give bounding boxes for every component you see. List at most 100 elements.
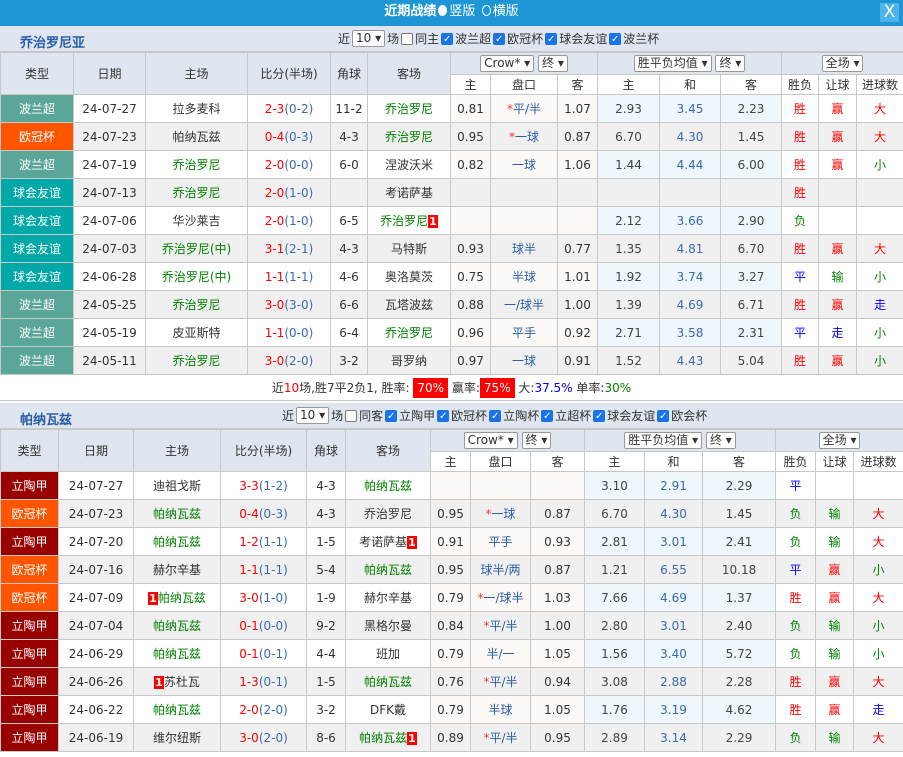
scope-select[interactable]: 全场 ▾ [821, 54, 864, 72]
competition-checkbox[interactable]: ✓ [541, 409, 554, 422]
home-team[interactable]: 乔治罗尼 [145, 150, 248, 179]
match-count-select[interactable]: 10 ▾ [352, 30, 386, 47]
home-team[interactable]: 皮亚斯特 [145, 318, 248, 347]
view-horizontal-label[interactable]: 横版 [492, 4, 519, 19]
home-team[interactable]: 帕纳瓦兹 [133, 695, 221, 724]
away-team[interactable]: 瓦塔波兹 [367, 290, 451, 319]
table-row[interactable]: 立陶甲 24-06-19 维尔纽斯 3-0(2-0) 8-6 帕纳瓦兹1 0.89 *平/半 0… [0, 723, 903, 752]
score[interactable]: 3-3(1-2) [220, 471, 307, 500]
odds-company-select[interactable]: Crow* ▾ [480, 54, 535, 72]
competition-checkbox[interactable]: ✓ [609, 32, 622, 45]
table-row[interactable]: 欧冠杯 24-07-23 帕纳瓦兹 0-4(0-3) 4-3 乔治罗尼 0.95 *一球 0.8… [0, 499, 903, 528]
away-team[interactable]: 考诺萨基1 [345, 527, 431, 556]
competition-checkbox[interactable]: ✓ [441, 32, 454, 45]
away-team[interactable]: 乔治罗尼 [367, 318, 451, 347]
competition-type[interactable]: 波兰超 [0, 150, 74, 179]
table-row[interactable]: 波兰超 24-07-27 拉多麦科 2-3(0-2) 11-2 乔治罗尼 0.81 *平/半 1… [0, 94, 903, 123]
table-row[interactable]: 波兰超 24-07-19 乔治罗尼 2-0(0-0) 6-0 涅波沃米 0.82 一球 1.06… [0, 150, 903, 179]
away-team[interactable]: 乔治罗尼 [367, 94, 451, 123]
match-count-select[interactable]: 10 ▾ [296, 407, 330, 424]
view-vertical-label[interactable]: 竖版 [449, 4, 476, 19]
away-team[interactable]: 帕纳瓦兹1 [345, 723, 431, 752]
competition-type[interactable]: 欧冠杯 [0, 499, 59, 528]
home-team[interactable]: 帕纳瓦兹 [133, 639, 221, 668]
competition-checkbox[interactable]: ✓ [385, 409, 398, 422]
score[interactable]: 3-1(2-1) [247, 234, 331, 263]
score[interactable]: 0-1(0-1) [220, 639, 307, 668]
competition-checkbox[interactable]: ✓ [437, 409, 450, 422]
radio-horizontal[interactable] [481, 5, 491, 16]
competition-type[interactable]: 波兰超 [0, 290, 74, 319]
score[interactable]: 2-3(0-2) [247, 94, 331, 123]
away-team[interactable]: 哥罗纳 [367, 346, 451, 375]
competition-type[interactable]: 欧冠杯 [0, 122, 74, 151]
score[interactable]: 1-1(0-0) [247, 318, 331, 347]
table-row[interactable]: 球会友谊 24-06-28 乔治罗尼(中) 1-1(1-1) 4-6 奥洛莫茨 0.75 半球… [0, 262, 903, 291]
home-team[interactable]: 1苏杜瓦 [133, 667, 221, 696]
avg-stage-select[interactable]: 终 ▾ [705, 431, 736, 449]
table-row[interactable]: 球会友谊 24-07-13 乔治罗尼 2-0(1-0) 考诺萨基 胜 [0, 178, 903, 207]
away-team[interactable]: 考诺萨基 [367, 178, 451, 207]
avg-stage-select[interactable]: 终 ▾ [715, 54, 746, 72]
same-venue-checkbox[interactable] [401, 32, 414, 45]
table-row[interactable]: 欧冠杯 24-07-16 赫尔辛基 1-1(1-1) 5-4 帕纳瓦兹 0.95 球半/两 0.… [0, 555, 903, 584]
score[interactable]: 2-0(0-0) [247, 150, 331, 179]
away-team[interactable]: 乔治罗尼 [345, 499, 431, 528]
competition-type[interactable]: 球会友谊 [0, 206, 74, 235]
table-row[interactable]: 欧冠杯 24-07-23 帕纳瓦兹 0-4(0-3) 4-3 乔治罗尼 0.95 *一球 0.8… [0, 122, 903, 151]
avg-odds-select[interactable]: 胜平负均值 ▾ [624, 431, 703, 449]
competition-type[interactable]: 球会友谊 [0, 262, 74, 291]
home-team[interactable]: 维尔纽斯 [133, 723, 221, 752]
away-team[interactable]: 黑格尔曼 [345, 611, 431, 640]
competition-checkbox[interactable]: ✓ [489, 409, 502, 422]
score[interactable]: 0-1(0-0) [220, 611, 307, 640]
same-venue-checkbox[interactable] [345, 409, 358, 422]
home-team[interactable]: 帕纳瓦兹 [133, 611, 221, 640]
score[interactable]: 1-2(1-1) [220, 527, 307, 556]
home-team[interactable]: 1帕纳瓦兹 [133, 583, 221, 612]
table-row[interactable]: 立陶甲 24-07-04 帕纳瓦兹 0-1(0-0) 9-2 黑格尔曼 0.84 *平/半 1.… [0, 611, 903, 640]
home-team[interactable]: 乔治罗尼 [145, 290, 248, 319]
home-team[interactable]: 赫尔辛基 [133, 555, 221, 584]
table-row[interactable]: 立陶甲 24-06-22 帕纳瓦兹 2-0(2-0) 3-2 DFK戴 0.79 半球 1.05… [0, 695, 903, 724]
score[interactable]: 1-1(1-1) [247, 262, 331, 291]
score[interactable]: 2-0(1-0) [247, 178, 331, 207]
home-team[interactable]: 乔治罗尼 [145, 178, 248, 207]
radio-vertical[interactable] [438, 5, 448, 16]
competition-checkbox[interactable]: ✓ [493, 32, 506, 45]
competition-type[interactable]: 立陶甲 [0, 695, 59, 724]
table-row[interactable]: 球会友谊 24-07-06 华沙莱吉 2-0(1-0) 6-5 乔治罗尼1 2.12 3.66… [0, 206, 903, 235]
home-team[interactable]: 乔治罗尼(中) [145, 262, 248, 291]
table-row[interactable]: 立陶甲 24-06-29 帕纳瓦兹 0-1(0-1) 4-4 班加 0.79 半/一 1.05 1… [0, 639, 903, 668]
close-button[interactable]: X [880, 3, 899, 22]
competition-checkbox[interactable]: ✓ [657, 409, 670, 422]
competition-type[interactable]: 立陶甲 [0, 667, 59, 696]
away-team[interactable]: DFK戴 [345, 695, 431, 724]
table-row[interactable]: 立陶甲 24-07-20 帕纳瓦兹 1-2(1-1) 1-5 考诺萨基1 0.91 平手 0.9… [0, 527, 903, 556]
table-row[interactable]: 立陶甲 24-06-26 1苏杜瓦 1-3(0-1) 1-5 帕纳瓦兹 0.76 *平/半 0.… [0, 667, 903, 696]
away-team[interactable]: 帕纳瓦兹 [345, 471, 431, 500]
away-team[interactable]: 帕纳瓦兹 [345, 555, 431, 584]
away-team[interactable]: 马特斯 [367, 234, 451, 263]
home-team[interactable]: 帕纳瓦兹 [133, 527, 221, 556]
scope-select[interactable]: 全场 ▾ [818, 431, 861, 449]
competition-checkbox[interactable]: ✓ [545, 32, 558, 45]
competition-type[interactable]: 波兰超 [0, 94, 74, 123]
away-team[interactable]: 班加 [345, 639, 431, 668]
competition-type[interactable]: 立陶甲 [0, 527, 59, 556]
table-row[interactable]: 波兰超 24-05-11 乔治罗尼 3-0(2-0) 3-2 哥罗纳 0.97 一球 0.91 1… [0, 346, 903, 375]
score[interactable]: 0-4(0-3) [247, 122, 331, 151]
table-row[interactable]: 球会友谊 24-07-03 乔治罗尼(中) 3-1(2-1) 4-3 马特斯 0.93 球半 0… [0, 234, 903, 263]
score[interactable]: 0-4(0-3) [220, 499, 307, 528]
odds-company-select[interactable]: Crow* ▾ [463, 431, 518, 449]
score[interactable]: 3-0(2-0) [220, 723, 307, 752]
competition-type[interactable]: 立陶甲 [0, 471, 59, 500]
away-team[interactable]: 乔治罗尼 [367, 122, 451, 151]
competition-type[interactable]: 立陶甲 [0, 611, 59, 640]
away-team[interactable]: 奥洛莫茨 [367, 262, 451, 291]
competition-type[interactable]: 波兰超 [0, 318, 74, 347]
score[interactable]: 3-0(1-0) [220, 583, 307, 612]
score[interactable]: 3-0(3-0) [247, 290, 331, 319]
competition-type[interactable]: 立陶甲 [0, 723, 59, 752]
home-team[interactable]: 乔治罗尼(中) [145, 234, 248, 263]
